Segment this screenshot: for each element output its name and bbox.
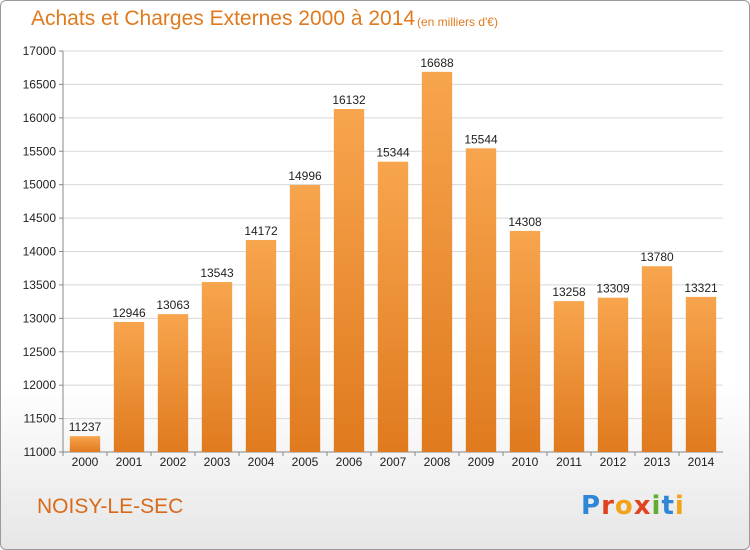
chart-subtitle: (en milliers d'€)	[417, 15, 498, 29]
x-tick-label-2010: 2010	[512, 455, 539, 469]
y-tick-label: 17000	[23, 44, 57, 58]
bar-2000	[69, 436, 101, 452]
x-tick-label-2011: 2011	[556, 455, 582, 469]
y-tick-label: 11000	[24, 445, 57, 459]
proxiti-logo: Proxiti	[581, 491, 685, 521]
value-label-2002: 13063	[156, 298, 190, 312]
y-tick-label: 15500	[23, 144, 57, 158]
y-tick-label: 12500	[23, 345, 57, 359]
x-tick-label-2005: 2005	[292, 455, 319, 469]
bar-2004	[245, 240, 277, 452]
y-tick-label: 14500	[23, 211, 57, 225]
bar-2002	[157, 314, 189, 452]
y-tick-label: 14000	[23, 245, 57, 259]
x-tick-label-2002: 2002	[160, 455, 187, 469]
bar-2011	[553, 301, 585, 452]
x-tick-label-2007: 2007	[380, 455, 407, 469]
bar-2012	[597, 297, 629, 452]
value-label-2004: 14172	[244, 224, 278, 238]
x-tick-label-2009: 2009	[468, 455, 495, 469]
value-label-2005: 14996	[288, 169, 322, 183]
y-tick-label: 13500	[23, 278, 57, 292]
value-label-2012: 13309	[596, 282, 630, 296]
chart-title: Achats et Charges Externes 2000 à 2014	[31, 7, 416, 30]
value-label-2014: 13321	[684, 281, 718, 295]
value-label-2001: 12946	[112, 306, 146, 320]
value-label-2011: 13258	[552, 285, 586, 299]
bars	[69, 71, 717, 453]
value-label-2013: 13780	[640, 250, 674, 264]
y-tick-label: 11500	[24, 412, 57, 426]
x-axis: 2000 2001 2002 2003 2004 2005 2006 2007 2008 2009…	[62, 452, 715, 469]
y-tick-label: 13000	[23, 311, 57, 325]
x-tick-label-2008: 2008	[424, 455, 451, 469]
bar-2007	[377, 161, 409, 452]
x-tick-label-2014: 2014	[688, 455, 715, 469]
value-label-2006: 16132	[332, 93, 366, 107]
x-tick-label-2004: 2004	[248, 455, 275, 469]
city-name: NOISY-LE-SEC	[37, 495, 184, 518]
bar-2010	[509, 230, 541, 452]
x-tick-label-2006: 2006	[336, 455, 363, 469]
bar-2001	[113, 321, 145, 452]
value-label-2003: 13543	[200, 266, 234, 280]
bar-2006	[333, 109, 365, 453]
y-tick-label: 15000	[23, 178, 57, 192]
bar-2014	[685, 296, 717, 452]
x-tick-label-2012: 2012	[600, 455, 627, 469]
y-tick-label: 12000	[23, 378, 57, 392]
bar-2008	[421, 71, 453, 453]
bar-2009	[465, 148, 497, 452]
value-label-2008: 16688	[420, 56, 454, 70]
bar-2005	[289, 184, 321, 452]
value-labels: 11237 12946 13063 13543 14172 14996 16132 15344…	[69, 56, 718, 434]
bar-2013	[641, 266, 673, 452]
value-label-2007: 15344	[376, 146, 410, 160]
bar-2003	[201, 282, 233, 452]
value-label-2010: 14308	[508, 215, 542, 229]
y-tick-label: 16500	[23, 77, 57, 91]
value-label-2009: 15544	[464, 132, 498, 146]
x-tick-label-2000: 2000	[72, 455, 99, 469]
x-tick-label-2013: 2013	[644, 455, 671, 469]
value-label-2000: 11237	[69, 420, 102, 434]
x-tick-label-2003: 2003	[204, 455, 231, 469]
y-tick-label: 16000	[23, 111, 57, 125]
x-tick-label-2001: 2001	[116, 455, 143, 469]
